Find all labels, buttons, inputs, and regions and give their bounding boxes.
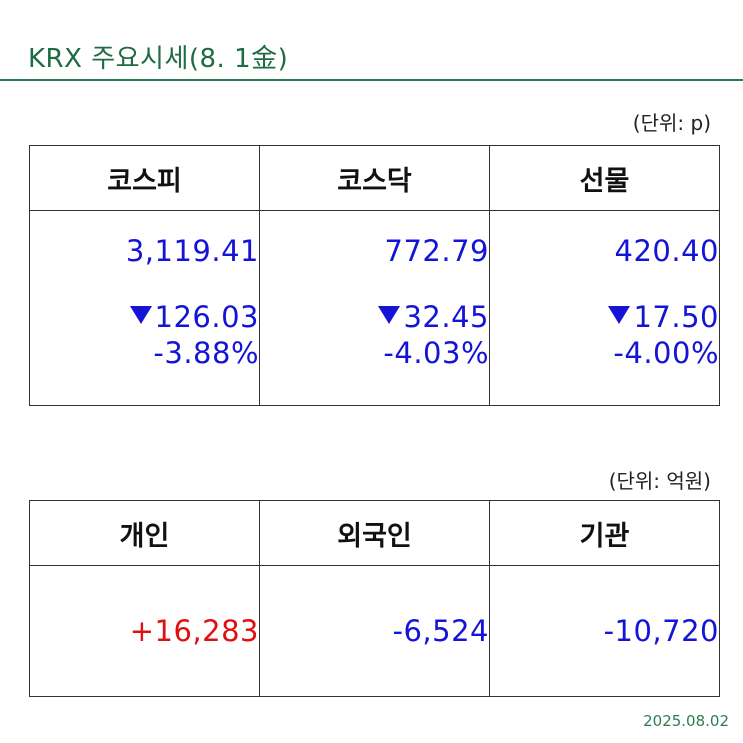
- header-institution: 기관: [489, 500, 720, 566]
- index-unit-label: (단위: p): [632, 111, 711, 135]
- header-foreign: 외국인: [259, 500, 490, 566]
- institution-value: -10,720: [603, 614, 719, 648]
- investor-unit-label: (단위: 억원): [608, 469, 711, 493]
- foreign-cell: -6,524: [259, 565, 490, 697]
- investor-table: 개인 외국인 기관 +16,283 -6,524 -10,720: [29, 500, 720, 697]
- futures-percent: -4.00%: [613, 336, 719, 370]
- title-divider: [0, 79, 743, 81]
- individual-cell: +16,283: [29, 565, 260, 697]
- futures-value: 420.40: [614, 234, 719, 268]
- institution-cell: -10,720: [489, 565, 720, 697]
- index-header-row: 코스피 코스닥 선물: [29, 145, 720, 211]
- futures-change-value: 17.50: [633, 300, 719, 334]
- kospi-change: 126.03: [30, 299, 259, 335]
- index-value-row: 3,119.41 126.03 -3.88% 772.79 32.45 -4.0…: [29, 210, 720, 406]
- kospi-value: 3,119.41: [125, 234, 259, 268]
- kosdaq-cell: 772.79 32.45 -4.03%: [259, 210, 490, 406]
- page-title: KRX 주요시세(8. 1金): [28, 44, 289, 74]
- individual-value: +16,283: [129, 614, 259, 648]
- investor-value-row: +16,283 -6,524 -10,720: [29, 565, 720, 697]
- investor-header-row: 개인 외국인 기관: [29, 500, 720, 566]
- index-table: 코스피 코스닥 선물 3,119.41 126.03 -3.88% 772.79…: [29, 145, 720, 406]
- date-stamp: 2025.08.02: [643, 712, 729, 730]
- kospi-change-value: 126.03: [154, 300, 259, 334]
- down-triangle-icon: [378, 306, 401, 324]
- header-individual: 개인: [29, 500, 260, 566]
- futures-change: 17.50: [490, 299, 719, 335]
- futures-cell: 420.40 17.50 -4.00%: [489, 210, 720, 406]
- kosdaq-change-value: 32.45: [403, 300, 489, 334]
- kosdaq-value: 772.79: [384, 234, 489, 268]
- foreign-value: -6,524: [392, 614, 489, 648]
- down-triangle-icon: [608, 306, 631, 324]
- kospi-cell: 3,119.41 126.03 -3.88%: [29, 210, 260, 406]
- kospi-percent: -3.88%: [153, 336, 259, 370]
- header-kospi: 코스피: [29, 145, 260, 211]
- kosdaq-change: 32.45: [260, 299, 489, 335]
- down-triangle-icon: [129, 306, 152, 324]
- header-futures: 선물: [489, 145, 720, 211]
- header-kosdaq: 코스닥: [259, 145, 490, 211]
- kosdaq-percent: -4.03%: [383, 336, 489, 370]
